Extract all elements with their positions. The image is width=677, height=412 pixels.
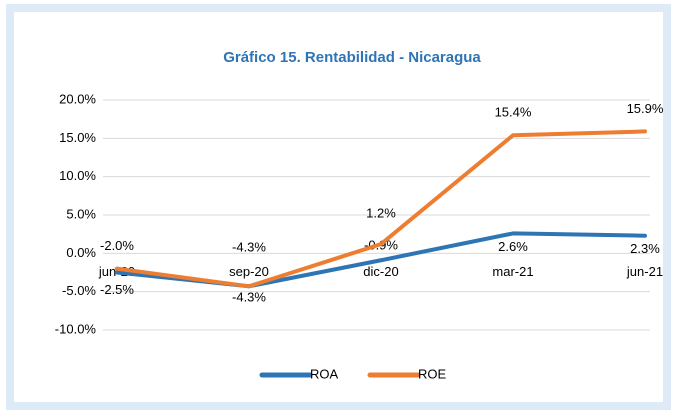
chart-border [6,4,671,410]
data-label: 15.9% [627,101,664,116]
x-tick-label: sep-20 [229,264,269,279]
y-tick-label: 5.0% [66,206,96,221]
data-label: -4.3% [232,240,266,255]
chart-title: Gráfico 15. Rentabilidad - Nicaragua [223,49,481,66]
y-tick-label: -10.0% [55,321,97,336]
x-tick-label: jun-21 [626,264,663,279]
data-label: 2.3% [630,241,660,256]
data-label: 1.2% [366,206,396,221]
legend-label: ROE [418,366,447,381]
legend-label: ROA [310,366,339,381]
y-tick-label: 0.0% [66,245,96,260]
x-tick-label: dic-20 [363,264,398,279]
data-label: -2.0% [100,238,134,253]
y-tick-label: -5.0% [62,283,96,298]
data-label: -2.5% [100,282,134,297]
y-tick-label: 20.0% [59,91,96,106]
data-label: 15.4% [495,105,532,120]
x-tick-label: mar-21 [492,264,533,279]
data-label: -4.3% [232,290,266,305]
y-tick-label: 15.0% [59,130,96,145]
data-label: 2.6% [498,239,528,254]
series-line [115,129,647,289]
y-tick-label: 10.0% [59,168,96,183]
